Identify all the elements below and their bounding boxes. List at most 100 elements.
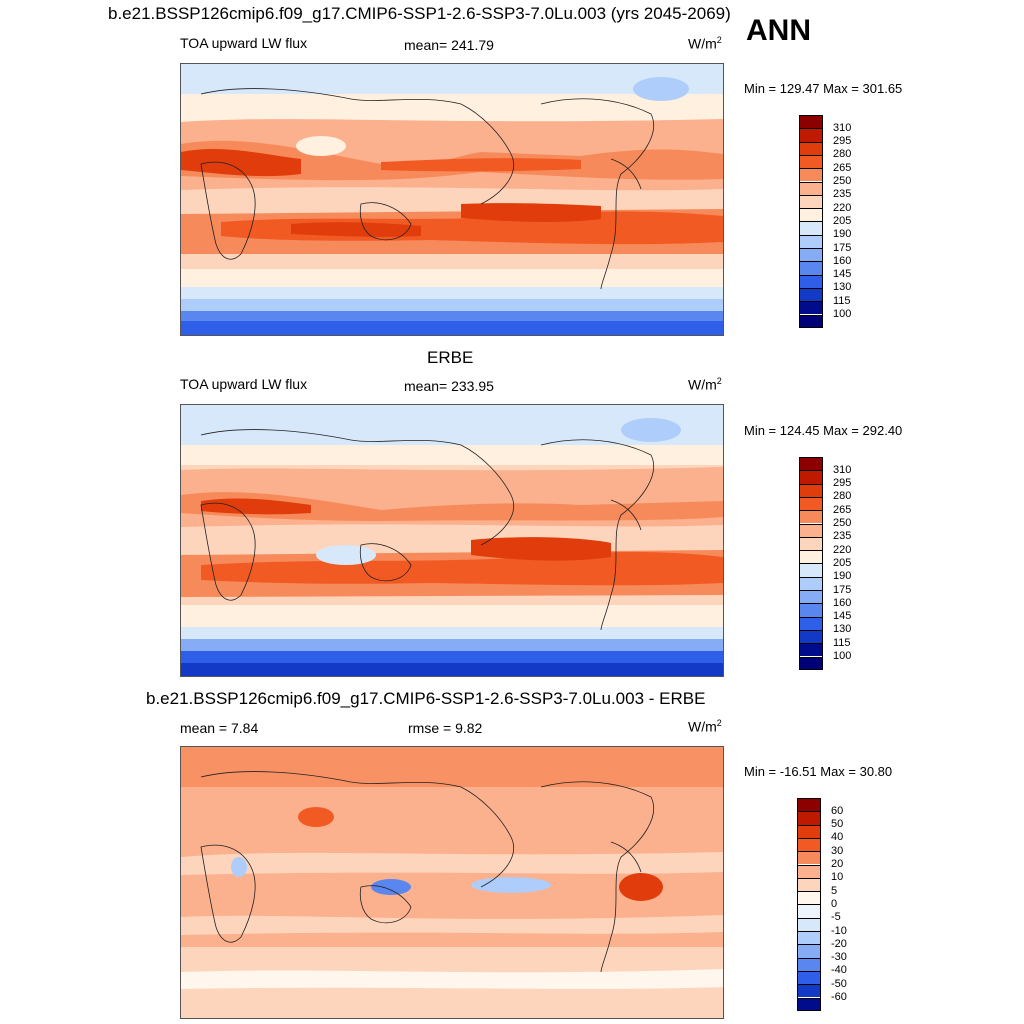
colorbar-swatch [797, 837, 821, 852]
colorbar-tick-label: 145 [833, 268, 852, 281]
colorbar-swatch [797, 944, 821, 958]
colorbar-tick-label: -10 [831, 924, 847, 937]
colorbar-swatch [799, 483, 823, 497]
colorbar-swatch [799, 536, 823, 551]
colorbar-tick-label: -60 [831, 991, 847, 1003]
colorbar-swatch [799, 510, 823, 524]
colorbar-tick-label: 280 [833, 148, 852, 161]
colorbar-tick-label: 5 [831, 884, 838, 897]
colorbar-swatch [799, 643, 823, 657]
colorbar-tick-label: 250 [833, 517, 852, 529]
colorbar-tick-label: 130 [833, 623, 852, 636]
colorbar-tick-label: 145 [833, 610, 852, 623]
rmse-label: rmse = 9.82 [408, 720, 483, 736]
colorbar-swatch [797, 824, 821, 838]
colorbar-swatch [797, 851, 821, 865]
colorbar-tick-label: 30 [831, 844, 844, 857]
colorbar-obs: 310 295 280 265 250 235 220 205 190 175 160 145 130 1… [799, 457, 879, 671]
colorbar-swatch [799, 128, 823, 142]
colorbar-swatch [797, 891, 821, 905]
colorbar-swatch [799, 287, 823, 302]
map-model [180, 63, 724, 336]
colorbar-tick-label: -50 [831, 977, 847, 990]
colorbar-swatch [799, 168, 823, 182]
colorbar-tick-label: 100 [833, 308, 852, 320]
season-label: ANN [746, 14, 811, 47]
units-label: W/m2 [688, 718, 722, 735]
colorbar-tick-label: 115 [833, 636, 851, 649]
colorbar-tick-label: 295 [833, 477, 852, 490]
colorbar-swatch [799, 261, 823, 275]
colorbar-swatch [797, 811, 821, 825]
colorbar-tick-label: 205 [833, 556, 852, 569]
colorbar-tick-label: 50 [831, 818, 844, 831]
map-diff [180, 746, 724, 1019]
colorbar-tick-label: 130 [833, 281, 852, 294]
colorbar-swatch [799, 629, 823, 644]
units-label: W/m2 [688, 376, 722, 393]
colorbar-tick-label: 235 [833, 188, 852, 201]
colorbar-tick-label: 250 [833, 175, 852, 187]
colorbar-swatch [799, 194, 823, 209]
colorbar-swatch [797, 984, 821, 998]
colorbar-swatch [797, 997, 821, 1011]
colorbar-tick-label: 160 [833, 254, 852, 267]
colorbar-swatch [799, 470, 823, 484]
map-obs [180, 404, 724, 677]
colorbar-swatch [799, 234, 823, 248]
colorbar-tick-label: 160 [833, 596, 852, 609]
colorbar-tick-label: 265 [833, 161, 852, 174]
mean-label: mean= 241.79 [404, 37, 494, 53]
colorbar-tick-label: -20 [831, 937, 847, 950]
colorbar-frame [797, 798, 821, 1011]
colorbar-tick-label: 40 [831, 831, 844, 844]
colorbar-tick-label: 205 [833, 214, 852, 227]
colorbar-tick-label: 235 [833, 530, 852, 543]
colorbar-tick-label: 280 [833, 490, 852, 503]
colorbar-tick-label: 220 [833, 201, 852, 214]
minmax-label: Min = -16.51 Max = 30.80 [744, 764, 893, 779]
colorbar-swatch [797, 904, 821, 918]
case-title: b.e21.BSSP126cmip6.f09_g17.CMIP6-SSP1-2.… [108, 4, 731, 23]
colorbar-swatch [799, 154, 823, 169]
colorbar-tick-label: -5 [831, 911, 841, 924]
colorbar-tick-label: 60 [831, 804, 844, 817]
colorbar-tick-label: 0 [831, 897, 838, 910]
colorbar-tick-label: 265 [833, 503, 852, 516]
colorbar-swatch [799, 496, 823, 511]
colorbar-swatch [799, 141, 823, 155]
minmax-label: Min = 129.47 Max = 301.65 [744, 81, 903, 96]
panel-title-diff: b.e21.BSSP126cmip6.f09_g17.CMIP6-SSP1-2.… [146, 689, 706, 708]
colorbar-swatch [797, 957, 821, 971]
colorbar-tick-label: 100 [833, 650, 852, 662]
colorbar-tick-label: 310 [833, 121, 852, 134]
colorbar-tick-label: 220 [833, 543, 852, 556]
colorbar-swatch [799, 181, 823, 195]
colorbar-frame [799, 115, 823, 328]
diff-mean-label: mean = 7.84 [180, 720, 259, 736]
variable-label: TOA upward LW flux [180, 35, 308, 51]
colorbar-swatch [799, 314, 823, 328]
colorbar-tick-label: 20 [831, 858, 844, 870]
colorbar-swatch [799, 523, 823, 537]
mean-label: mean= 233.95 [404, 378, 494, 394]
colorbar-swatch [799, 656, 823, 670]
colorbar-swatch [797, 917, 821, 931]
colorbar-model: 310 295 280 265 250 235 220 205 190 175 160 145 130 1… [799, 115, 879, 329]
colorbar-tick-label: -30 [831, 951, 847, 964]
colorbar-frame [799, 457, 823, 670]
colorbar-swatch [797, 864, 821, 878]
minmax-label: Min = 124.45 Max = 292.40 [744, 423, 903, 438]
colorbar-tick-label: 115 [833, 294, 851, 307]
colorbar-swatch [797, 931, 821, 945]
panel-title-obs: ERBE [427, 348, 474, 367]
colorbar-swatch [799, 603, 823, 617]
colorbar-tick-label: -40 [831, 964, 847, 977]
colorbar-swatch [799, 576, 823, 590]
colorbar-swatch [797, 877, 821, 892]
colorbar-swatch [799, 274, 823, 288]
colorbar-tick-label: 295 [833, 135, 852, 148]
colorbar-swatch [799, 248, 823, 262]
colorbar-swatch [799, 221, 823, 235]
colorbar-swatch [799, 208, 823, 222]
